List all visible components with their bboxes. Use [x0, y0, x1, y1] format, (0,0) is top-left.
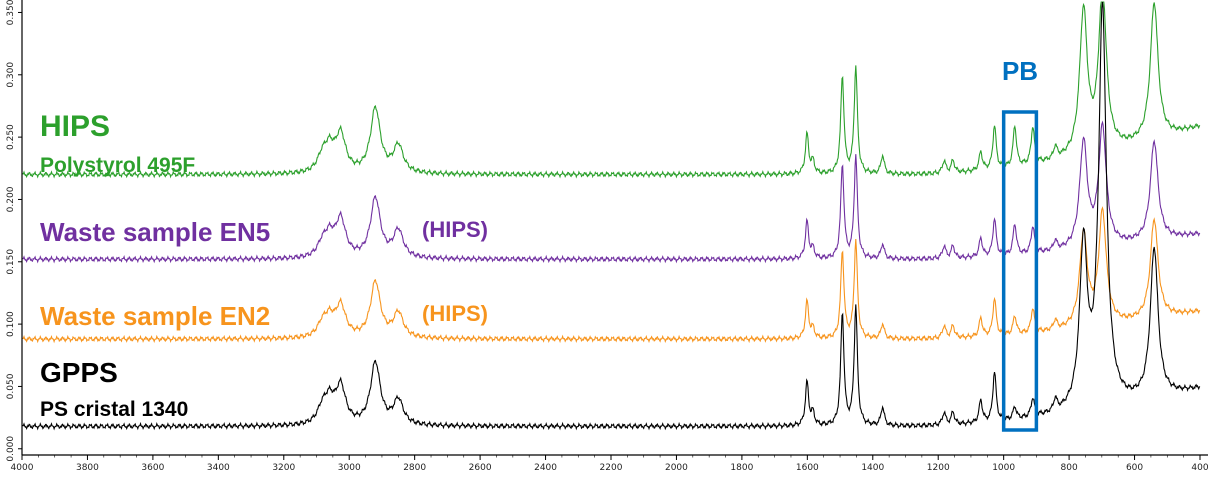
y-tick-label: 0.200 [6, 186, 16, 212]
x-tick-label: 1400 [861, 463, 884, 473]
y-tick-label: 0.250 [6, 124, 16, 150]
x-tick-label: 4000 [11, 463, 34, 473]
plot-background [22, 0, 1208, 455]
series-name-label: Waste sample EN2 [40, 301, 270, 331]
series-sublabel: Polystyrol 495F [40, 154, 195, 177]
series-name-label: Waste sample EN5 [40, 217, 270, 247]
y-tick-label: 0.150 [6, 249, 16, 275]
x-tick-label: 2800 [403, 463, 426, 473]
series-note-label: (HIPS) [422, 217, 488, 242]
x-tick-label: 3600 [141, 463, 164, 473]
x-tick-label: 3200 [272, 463, 295, 473]
series-labels: HIPS Polystyrol 495F Waste sample EN5 (HIPS… [40, 110, 488, 421]
series-note-label: (HIPS) [422, 301, 488, 326]
y-axis: 0.000 0.050 0.100 0.150 0.200 0.250 0.300 0.350 [6, 0, 22, 462]
y-tick-label: 0.100 [6, 311, 16, 337]
x-axis: 4000 3800 3600 3400 3200 3000 2800 2600 2400 2200… [11, 455, 1209, 473]
y-tick-label: 0.350 [6, 0, 16, 25]
x-tick-label: 2000 [665, 463, 688, 473]
series-name-label: GPPS [40, 357, 118, 388]
y-tick-label: 0.000 [6, 436, 16, 462]
series-name-label: HIPS [40, 110, 110, 143]
x-tick-label: 600 [1126, 463, 1143, 473]
x-tick-label: 1200 [927, 463, 950, 473]
x-tick-label: 2600 [469, 463, 492, 473]
y-tick-label: 0.050 [6, 373, 16, 399]
x-tick-label: 1800 [730, 463, 753, 473]
x-tick-label: 1600 [796, 463, 819, 473]
annotations: PB [1001, 56, 1039, 432]
y-tick-label: 0.300 [6, 62, 16, 88]
pb-box [1001, 110, 1039, 432]
pb-label: PB [1002, 56, 1038, 86]
x-tick-label: 1000 [992, 463, 1015, 473]
x-tick-label: 3400 [207, 463, 230, 473]
x-tick-label: 2200 [600, 463, 623, 473]
x-tick-label: 400 [1191, 463, 1208, 473]
series-sublabel: PS cristal 1340 [40, 398, 188, 421]
x-tick-label: 3000 [338, 463, 361, 473]
x-tick-label: 2400 [534, 463, 557, 473]
x-tick-label: 800 [1061, 463, 1078, 473]
x-tick-label: 3800 [76, 463, 99, 473]
